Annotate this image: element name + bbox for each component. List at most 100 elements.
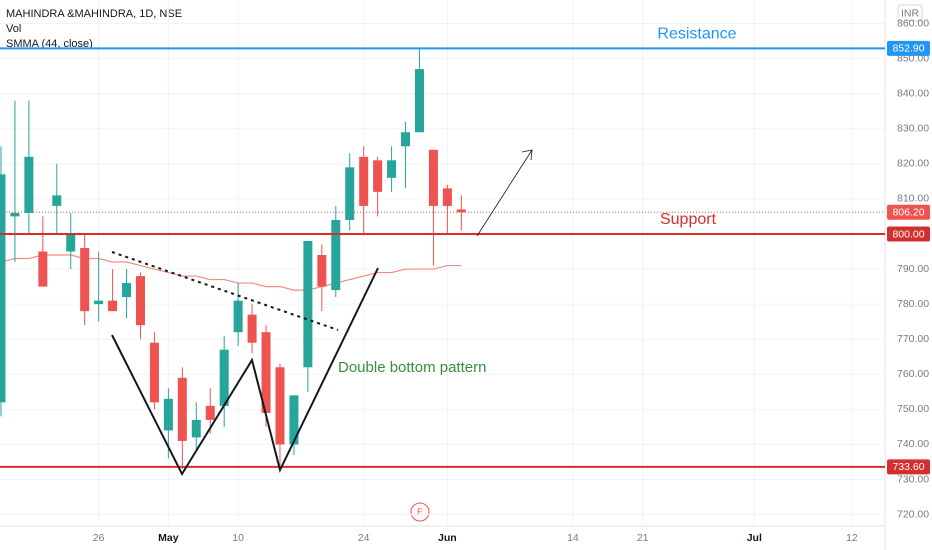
- candle: [289, 395, 299, 455]
- x-tick-label: 10: [232, 532, 244, 544]
- candle: [317, 244, 327, 312]
- candle: [387, 146, 397, 192]
- x-tick-label: Jul: [747, 532, 762, 544]
- price-tag-label: 806.20: [892, 207, 924, 219]
- candle-body: [66, 233, 76, 252]
- candle-body: [331, 219, 341, 291]
- symbol-title: MAHINDRA &MAHINDRA, 1D, NSE: [6, 8, 182, 20]
- candle-body: [149, 342, 159, 403]
- candle: [66, 212, 76, 270]
- candle: [122, 269, 132, 319]
- currency: INR: [901, 7, 920, 19]
- candle: [359, 146, 369, 234]
- candle: [80, 233, 90, 326]
- drawings: [111, 149, 533, 477]
- candle: [108, 269, 118, 312]
- indicator-label: SMMA (44, close): [6, 38, 93, 50]
- x-tick-label: Jun: [438, 532, 457, 544]
- candle-body: [401, 132, 411, 147]
- y-tick-label: 840.00: [897, 87, 929, 99]
- candle-body: [94, 300, 104, 305]
- candle: [52, 163, 62, 234]
- y-tick-label: 760.00: [897, 368, 929, 380]
- candle-body: [303, 240, 313, 368]
- y-tick-label: 820.00: [897, 158, 929, 170]
- x-tick-label: 24: [358, 532, 370, 544]
- candle-body: [275, 367, 285, 445]
- candle-body: [261, 332, 271, 413]
- x-tick-label: 21: [637, 532, 649, 544]
- y-tick-label: 810.00: [897, 193, 929, 205]
- x-tick-label: 12: [846, 532, 858, 544]
- candle: [10, 100, 20, 263]
- candle: [219, 335, 229, 427]
- candle-body: [442, 188, 452, 206]
- event-label: E: [417, 507, 423, 517]
- x-tick-label: May: [158, 532, 179, 544]
- candle-body: [428, 149, 438, 206]
- y-tick-label: 730.00: [897, 473, 929, 485]
- candle-body: [414, 69, 424, 133]
- candle-body: [373, 160, 383, 192]
- candle: [0, 146, 6, 417]
- price-tag: [887, 226, 930, 242]
- candle: [24, 100, 34, 234]
- candle: [414, 48, 424, 133]
- candle-body: [10, 212, 20, 217]
- price-tag: [887, 204, 930, 220]
- level-name: Resistance: [657, 26, 736, 43]
- candle-body: [177, 377, 187, 441]
- candle-body: [345, 167, 355, 220]
- y-tick-label: 780.00: [897, 298, 929, 310]
- price-tag: [887, 459, 930, 475]
- candle: [233, 283, 243, 347]
- candle: [303, 240, 313, 392]
- smma-line: [0, 254, 462, 291]
- currency-box[interactable]: [897, 4, 923, 22]
- candle: [135, 272, 145, 340]
- x-tick-label: 26: [93, 532, 105, 544]
- arrow-head: [521, 149, 533, 161]
- y-tick-label: 720.00: [897, 508, 929, 520]
- candle-body: [0, 174, 6, 403]
- candle-body: [135, 276, 145, 326]
- candle-body: [233, 300, 243, 333]
- level-name: Support: [660, 211, 717, 228]
- candle: [247, 304, 257, 354]
- y-tick-label: 750.00: [897, 403, 929, 415]
- candle: [345, 153, 355, 231]
- y-tick-label: 790.00: [897, 263, 929, 275]
- candle-body: [108, 300, 118, 312]
- candle: [428, 149, 438, 266]
- candle-body: [247, 314, 257, 343]
- candle-body: [456, 209, 466, 213]
- candle: [442, 184, 452, 234]
- candle-body: [163, 398, 173, 431]
- candle-body: [359, 156, 369, 206]
- candle-body: [387, 160, 397, 178]
- candle: [373, 156, 383, 217]
- candle-body: [205, 405, 215, 420]
- candle: [331, 205, 341, 298]
- candle: [401, 121, 411, 189]
- y-tick-label: 860.00: [897, 17, 929, 29]
- candle-body: [122, 283, 132, 298]
- candle-body: [219, 349, 229, 406]
- candle: [456, 195, 466, 231]
- price-tag: [887, 40, 930, 56]
- y-tick-label: 740.00: [897, 438, 929, 450]
- candle-body: [191, 419, 201, 438]
- x-tick-label: 14: [567, 532, 579, 544]
- candle-body: [80, 248, 90, 312]
- candle-body: [38, 251, 48, 287]
- candle-body: [52, 195, 62, 206]
- event-marker[interactable]: [410, 502, 430, 522]
- candle: [177, 367, 187, 469]
- candle: [94, 251, 104, 322]
- annotation: Double bottom pattern: [338, 359, 486, 376]
- price-tag-label: 852.90: [892, 43, 924, 55]
- candle: [191, 402, 201, 452]
- candle: [261, 325, 271, 427]
